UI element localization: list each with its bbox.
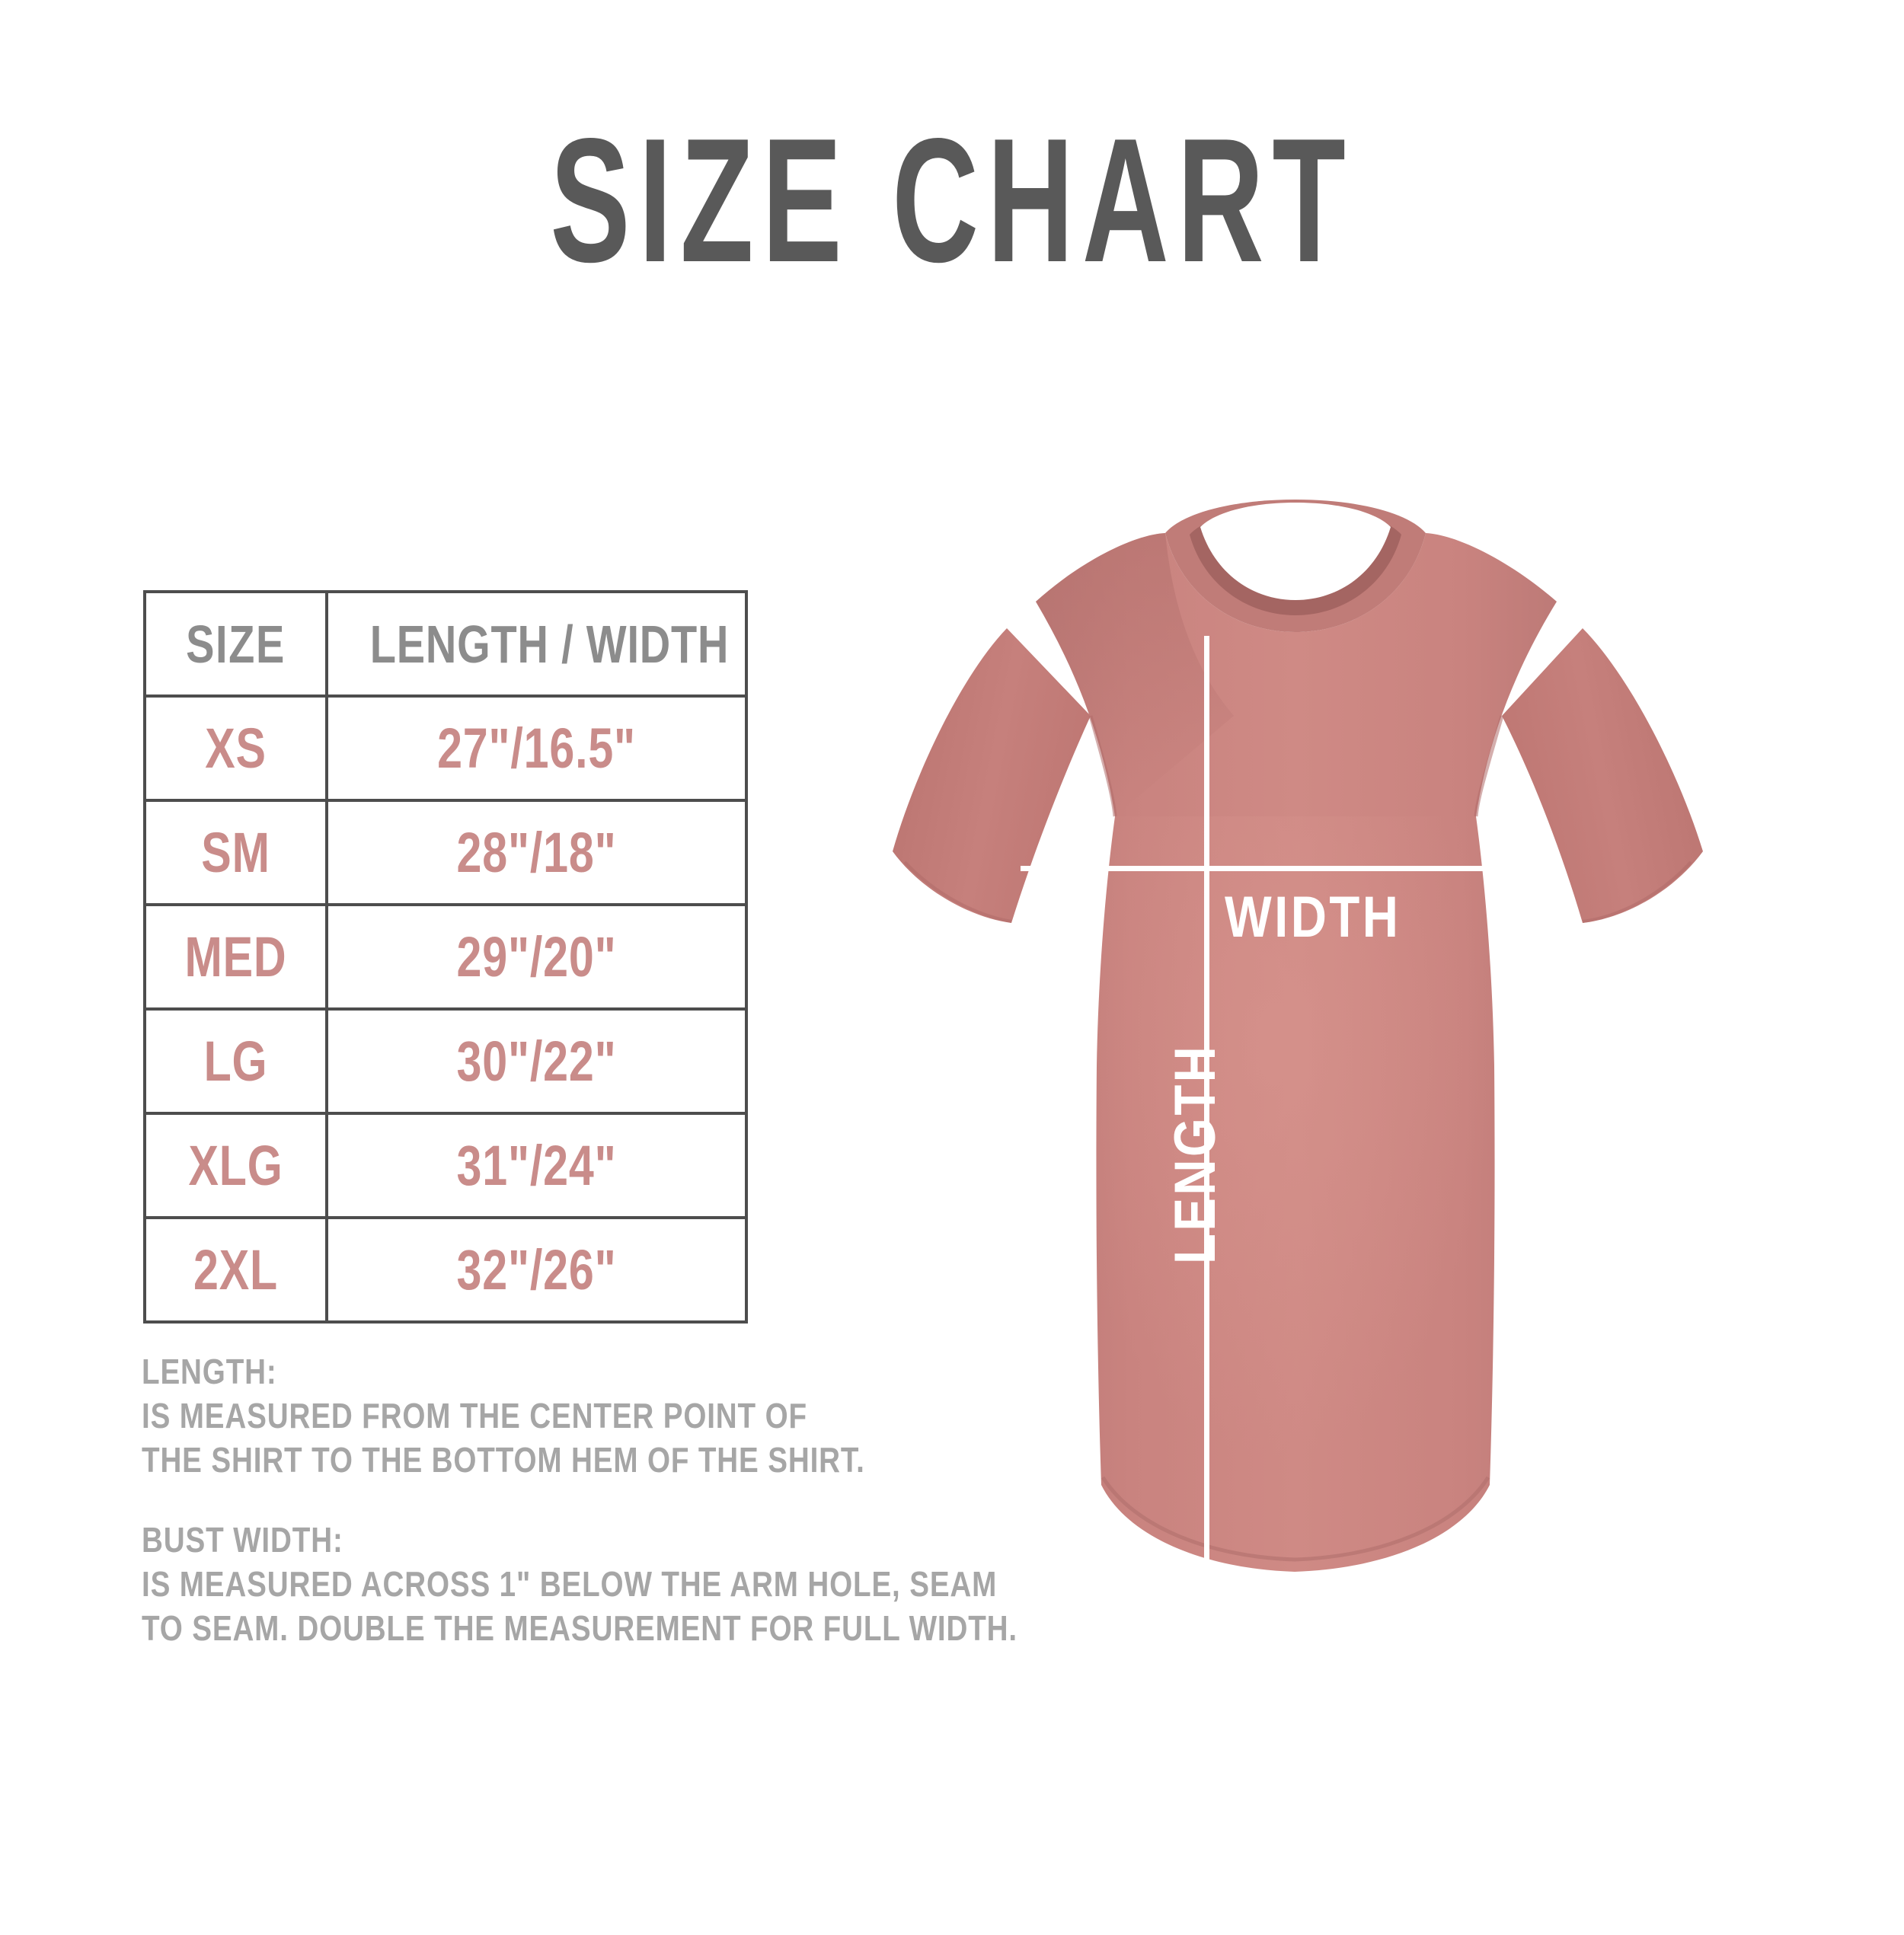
length-note: LENGTH: IS MEASURED FROM THE CENTER POIN… <box>142 1352 865 1480</box>
table-row: LG 30"/22" <box>143 1007 748 1115</box>
size-value: XLG <box>188 1133 283 1197</box>
size-value: XS <box>205 716 267 780</box>
header-cell-size: SIZE <box>143 590 328 698</box>
cell-measurement: 32"/26" <box>325 1216 748 1324</box>
measurement-value: 31"/24" <box>456 1133 617 1197</box>
table-row: SM 28"/18" <box>143 799 748 906</box>
measurement-value: 30"/22" <box>456 1029 617 1093</box>
tshirt-graphic <box>893 500 1703 1572</box>
cell-size: XLG <box>143 1112 328 1219</box>
table-row: MED 29"/20" <box>143 903 748 1011</box>
measurement-value: 32"/26" <box>456 1237 617 1301</box>
cell-measurement: 30"/22" <box>325 1007 748 1115</box>
table-row: XS 27"/16.5" <box>143 694 748 802</box>
table-row: XLG 31"/24" <box>143 1112 748 1219</box>
measurement-value: 28"/18" <box>456 820 617 884</box>
page-title: SIZE CHART <box>550 102 1354 299</box>
shirt-illustration: WIDTH LENGTH <box>807 487 1782 1645</box>
cell-measurement: 31"/24" <box>325 1112 748 1219</box>
header-size-label: SIZE <box>186 614 286 674</box>
size-value: SM <box>201 820 270 884</box>
cell-size: LG <box>143 1007 328 1115</box>
length-label: LENGTH <box>1163 1043 1228 1264</box>
cell-size: SM <box>143 799 328 906</box>
cell-size: XS <box>143 694 328 802</box>
table-row: 2XL 32"/26" <box>143 1216 748 1324</box>
cell-measurement: 29"/20" <box>325 903 748 1011</box>
cell-size: MED <box>143 903 328 1011</box>
header-measurement-label: LENGTH / WIDTH <box>369 614 730 674</box>
measurement-value: 29"/20" <box>456 924 617 988</box>
measurement-value: 27"/16.5" <box>437 716 636 780</box>
table-header-row: SIZE LENGTH / WIDTH <box>143 590 748 698</box>
cell-size: 2XL <box>143 1216 328 1324</box>
header-cell-measurement: LENGTH / WIDTH <box>325 590 748 698</box>
size-table: SIZE LENGTH / WIDTH XS 27"/16.5" SM <box>143 590 748 1324</box>
cell-measurement: 27"/16.5" <box>325 694 748 802</box>
width-guide-line <box>1021 866 1504 871</box>
cell-measurement: 28"/18" <box>325 799 748 906</box>
length-guide-line <box>1204 636 1209 1580</box>
size-value: 2XL <box>193 1237 278 1301</box>
width-label: WIDTH <box>1225 885 1401 950</box>
size-value: LG <box>203 1029 268 1093</box>
size-value: MED <box>184 924 287 988</box>
bust-width-note: BUST WIDTH: IS MEASURED ACROSS 1" BELOW … <box>142 1520 1018 1648</box>
